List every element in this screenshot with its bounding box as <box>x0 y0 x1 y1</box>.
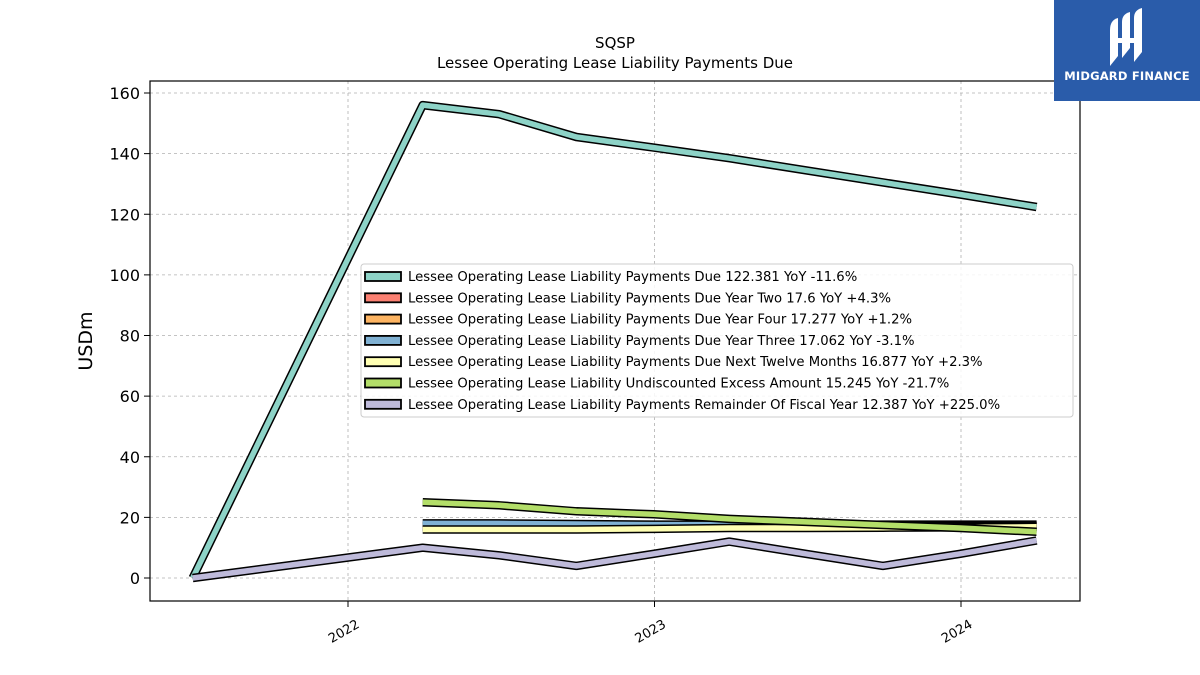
legend-entry: Lessee Operating Lease Liability Payment… <box>408 355 983 370</box>
logo-text: MIDGARD FINANCE <box>1064 69 1190 83</box>
midgard-finance-logo: MIDGARD FINANCE <box>1054 0 1200 101</box>
legend-box <box>360 263 1074 418</box>
legend-swatch <box>364 377 402 389</box>
legend-swatch <box>364 398 402 410</box>
legend-entry: Lessee Operating Lease Liability Payment… <box>408 398 1000 413</box>
series-lines <box>188 100 1038 583</box>
y-tick-label: 120 <box>109 205 140 224</box>
y-tick-label: 0 <box>130 569 140 588</box>
plot-frame <box>149 80 1081 602</box>
legend-entry: Lessee Operating Lease Liability Payment… <box>408 291 891 306</box>
y-tick-label: 60 <box>120 387 140 406</box>
legend-swatch <box>364 292 402 304</box>
legend-entry: Lessee Operating Lease Liability Payment… <box>408 334 915 349</box>
y-tick-label: 100 <box>109 266 140 285</box>
legend: Lessee Operating Lease Liability Payment… <box>360 263 1074 418</box>
legend-swatch <box>364 271 402 282</box>
y-tick-label: 160 <box>109 84 140 103</box>
y-tick-label: 40 <box>120 448 140 467</box>
series-line-6 <box>192 537 1038 581</box>
logo-mark-icon <box>1110 8 1142 66</box>
x-tick-label: 2022 <box>326 617 362 647</box>
y-tick-label: 140 <box>109 145 140 164</box>
legend-swatch <box>364 356 402 368</box>
x-tick-label: 2024 <box>939 617 975 647</box>
legend-entry: Lessee Operating Lease Liability Payment… <box>408 313 912 328</box>
legend-swatch <box>364 313 402 325</box>
chart-subtitle: Lessee Operating Lease Liability Payment… <box>437 54 793 72</box>
legend-entry: Lessee Operating Lease Liability Payment… <box>408 270 857 285</box>
y-tick-label: 20 <box>120 508 140 527</box>
y-tick-label: 80 <box>120 327 140 346</box>
series-line-5 <box>422 499 1037 535</box>
series-line-0 <box>190 102 1038 580</box>
y-axis-label: USDm <box>75 311 97 370</box>
legend-entry: Lessee Operating Lease Liability Undisco… <box>408 377 949 392</box>
x-tick-label: 2023 <box>633 617 669 647</box>
chart-title: SQSP <box>595 34 635 52</box>
legend-swatch <box>364 334 402 346</box>
